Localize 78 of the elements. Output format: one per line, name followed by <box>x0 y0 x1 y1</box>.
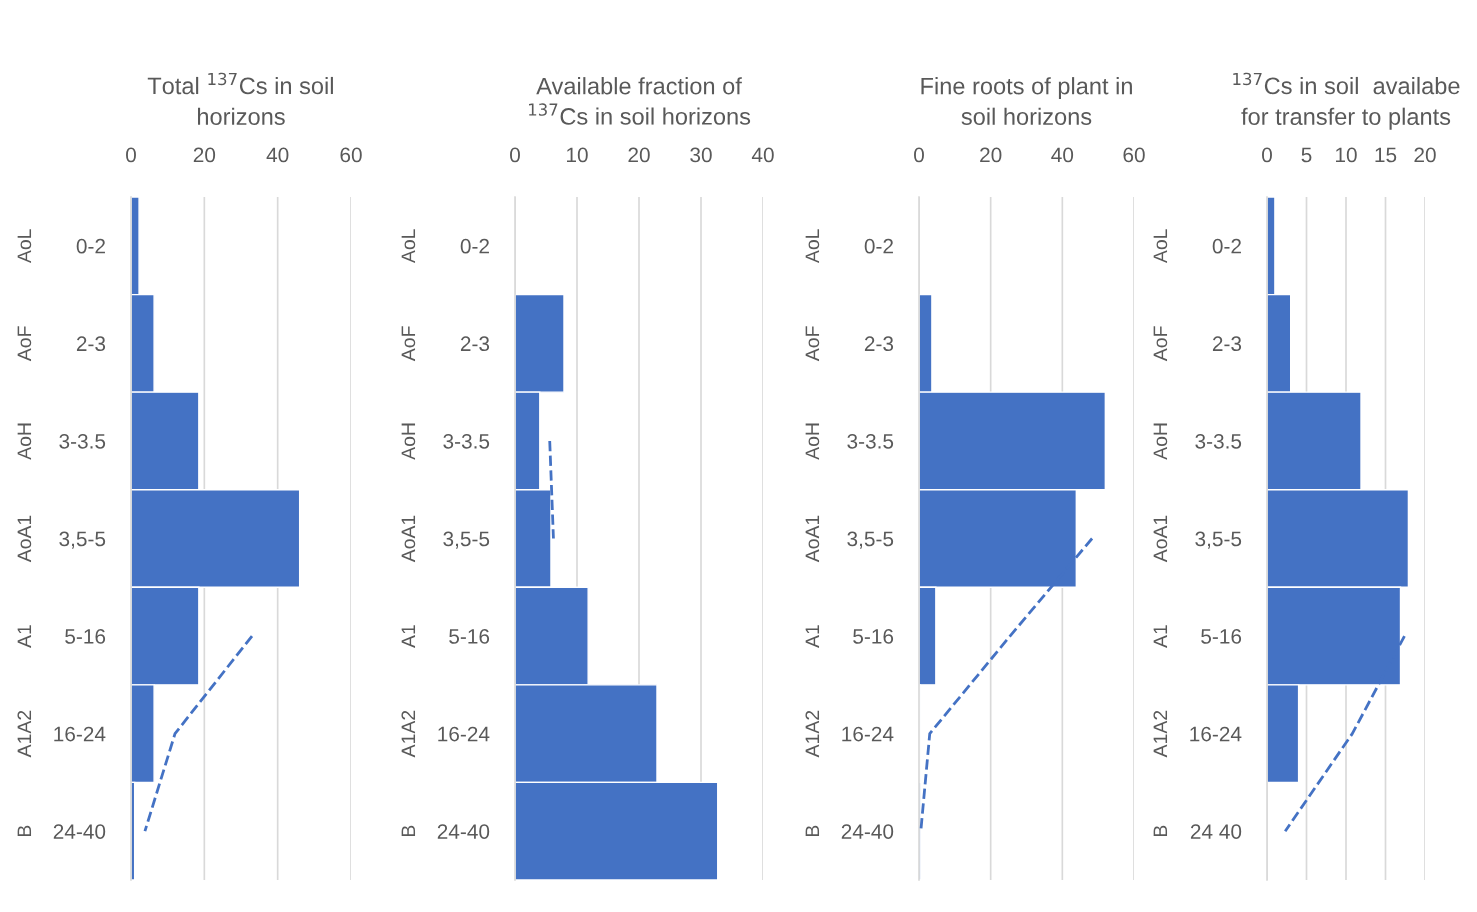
text: AoH <box>1153 423 1168 460</box>
y-tick-label: 5-16 <box>65 629 106 644</box>
text: AoH <box>805 423 820 460</box>
y-tick-label: 16-24 <box>1190 726 1242 742</box>
x-tick-label: 10 <box>1336 147 1357 163</box>
text: AoF <box>1153 326 1168 362</box>
y-tick-label: 0-2 <box>1212 238 1241 254</box>
text: AoH <box>17 423 32 460</box>
y-tick-label: 2-3 <box>76 336 106 352</box>
y-tick-label: 24-40 <box>841 824 894 839</box>
text: AoA1 <box>17 515 32 563</box>
y-tick-label: 5-16 <box>449 629 490 644</box>
text: AoF <box>401 326 416 362</box>
y-tick-label: 2-3 <box>1212 336 1242 352</box>
y-tick-label: 5-16 <box>853 629 894 644</box>
y-tick-label: 3,5-5 <box>847 531 894 549</box>
y-tick-label: 3,5-5 <box>1195 531 1242 549</box>
y-tick-label: 24-40 <box>437 824 490 839</box>
chart-title: Fine roots of plant in soil horizons <box>921 77 1132 126</box>
text: AoA1 <box>401 515 416 563</box>
text: B <box>401 825 416 837</box>
x-tick-label: 30 <box>690 147 712 163</box>
y-tick-label: 0-2 <box>864 238 893 254</box>
text: AoA1 <box>1153 515 1168 563</box>
text: A1 <box>401 625 416 648</box>
y-tick-label: 0-2 <box>76 238 105 254</box>
text: AoL <box>17 229 32 264</box>
y-tick-label: 0-2 <box>460 238 489 254</box>
x-tick-label: 0 <box>914 147 924 163</box>
y-tick-label: 3-3.5 <box>59 433 106 449</box>
y-tick-label: 2-3 <box>864 336 894 352</box>
text: A1A2 <box>1153 710 1168 758</box>
text: AoA1 <box>805 515 820 563</box>
text: A1A2 <box>805 710 820 758</box>
x-tick-label: 40 <box>266 147 289 163</box>
x-tick-label: 60 <box>1123 147 1145 163</box>
y-tick-label: 16-24 <box>54 726 106 742</box>
y-tick-label: 3,5-5 <box>443 531 490 549</box>
x-tick-label: 20 <box>193 147 216 163</box>
text: B <box>17 825 32 837</box>
y-tick-label: 16-24 <box>438 726 490 742</box>
x-tick-label: 10 <box>567 147 588 163</box>
text: A1A2 <box>17 710 32 758</box>
text: AoL <box>401 229 416 264</box>
text: AoF <box>17 326 32 362</box>
y-tick-label: 24 40 <box>1190 824 1242 839</box>
x-tick-label: 15 <box>1375 147 1397 163</box>
y-tick-label: 24-40 <box>53 824 106 839</box>
y-tick-label: 5-16 <box>1201 629 1242 644</box>
text: B <box>805 825 820 837</box>
text: AoL <box>1153 229 1168 264</box>
x-tick-label: 40 <box>751 147 774 163</box>
x-tick-label: 0 <box>1262 147 1272 163</box>
text: B <box>1153 825 1168 837</box>
x-tick-label: 40 <box>1051 147 1074 163</box>
text: A1 <box>17 625 32 648</box>
chart-title: Total $^{137}$Cs in soil horizons <box>147 72 333 126</box>
x-tick-label: 20 <box>1414 147 1436 163</box>
chart-title: Available fraction of $^{137}$Cs in soil horizons <box>529 77 751 125</box>
chart-title: $^{137}$Cs in soil availabe for transfer to plants <box>1233 72 1460 130</box>
x-tick-label: 5 <box>1301 147 1312 163</box>
text: AoF <box>805 326 820 362</box>
y-tick-label: 3-3.5 <box>443 433 490 449</box>
x-tick-label: 20 <box>980 147 1002 163</box>
y-tick-label: 2-3 <box>460 336 490 352</box>
x-tick-label: 60 <box>340 147 362 163</box>
text: A1 <box>805 625 820 648</box>
y-tick-label: 16-24 <box>842 726 894 742</box>
x-tick-label: 0 <box>510 147 520 163</box>
y-tick-label: 3-3.5 <box>1195 433 1242 449</box>
text: AoL <box>805 229 820 264</box>
x-tick-label: 20 <box>628 147 650 163</box>
x-tick-label: 0 <box>126 147 136 163</box>
y-tick-label: 3,5-5 <box>59 531 106 549</box>
text: A1A2 <box>401 710 416 758</box>
text: AoH <box>401 423 416 460</box>
text: A1 <box>1153 625 1168 648</box>
y-tick-label: 3-3.5 <box>847 433 894 449</box>
